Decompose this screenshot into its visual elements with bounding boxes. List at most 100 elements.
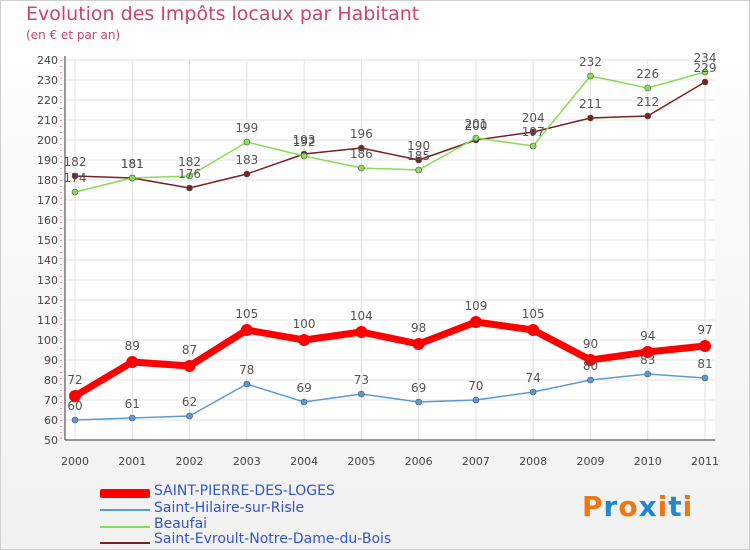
data-point	[644, 112, 652, 120]
data-point	[415, 166, 422, 174]
data-point	[243, 170, 251, 178]
data-label: 199	[235, 121, 258, 135]
x-tick-label: 2009	[576, 455, 604, 468]
data-label: 185	[407, 149, 430, 163]
data-label: 181	[121, 157, 144, 171]
data-point	[71, 188, 79, 196]
data-point	[71, 416, 79, 424]
data-point	[587, 72, 594, 80]
data-label: 74	[526, 371, 541, 385]
y-tick-label: 230	[37, 74, 58, 87]
y-tick-label: 100	[37, 334, 58, 347]
data-label: 232	[579, 55, 602, 69]
data-label: 61	[125, 397, 140, 411]
data-point	[469, 316, 482, 328]
data-label: 211	[579, 97, 602, 111]
data-point	[701, 374, 709, 382]
data-point	[128, 414, 136, 422]
data-label: 174	[64, 171, 87, 185]
data-label: 100	[293, 317, 316, 331]
data-point	[186, 184, 193, 192]
legend-label-1: Saint-Hilaire-sur-Risle	[154, 500, 305, 516]
data-label: 83	[640, 353, 655, 367]
data-label: 89	[125, 339, 140, 353]
data-point	[644, 370, 652, 378]
data-label: 176	[178, 167, 201, 181]
data-point	[126, 356, 139, 368]
y-tick-label: 70	[44, 394, 58, 407]
y-tick-label: 210	[37, 114, 58, 127]
data-point	[355, 326, 368, 338]
x-tick-label: 2005	[347, 455, 375, 468]
x-tick-label: 2008	[519, 455, 547, 468]
data-label: 212	[636, 95, 659, 109]
data-label: 200	[464, 119, 487, 133]
data-label: 196	[350, 127, 373, 141]
data-point	[71, 172, 79, 180]
data-label: 105	[235, 307, 258, 321]
y-tick-label: 80	[44, 374, 58, 387]
data-point	[186, 412, 193, 420]
x-tick-label: 2002	[176, 455, 204, 468]
data-point	[358, 144, 365, 152]
data-label: 94	[640, 329, 655, 343]
logo-letter: r	[603, 490, 619, 523]
x-tick-label: 2001	[118, 455, 146, 468]
data-point	[298, 334, 311, 346]
data-label: 193	[293, 133, 316, 147]
data-point	[641, 346, 654, 358]
data-label: 104	[350, 309, 373, 323]
data-point	[243, 138, 251, 146]
data-point	[358, 390, 365, 398]
data-label: 97	[697, 323, 712, 337]
data-point	[472, 396, 480, 404]
x-tick-label: 2011	[691, 455, 719, 468]
series-line	[74, 81, 706, 189]
data-label: 197	[522, 125, 545, 139]
y-tick-label: 140	[37, 254, 58, 267]
y-tick-label: 200	[37, 134, 58, 147]
x-tick-label: 2000	[61, 455, 89, 468]
series-0	[69, 316, 711, 402]
data-point	[699, 340, 711, 352]
logo-letter: x	[638, 490, 658, 523]
data-label: 183	[235, 153, 258, 167]
x-tick-label: 2006	[405, 455, 433, 468]
proxiti-logo: Proxiti	[582, 490, 693, 523]
data-label: 73	[354, 373, 369, 387]
y-tick-label: 120	[37, 294, 58, 307]
data-point	[701, 78, 709, 86]
data-point	[186, 172, 193, 180]
data-label: 190	[407, 139, 430, 153]
data-label: 98	[411, 321, 426, 335]
data-point	[587, 114, 594, 122]
logo-letter: t	[668, 490, 683, 523]
data-label: 69	[411, 381, 426, 395]
data-label: 109	[464, 299, 487, 313]
series-line	[74, 71, 706, 193]
legend-swatch-2	[100, 526, 150, 528]
y-tick-label: 180	[37, 174, 58, 187]
legend-label-0: SAINT-PIERRE-DES-LOGES	[154, 483, 335, 499]
data-point	[240, 324, 253, 336]
data-label: 226	[636, 67, 659, 81]
y-tick-label: 220	[37, 94, 58, 107]
logo-letter: i	[682, 490, 694, 523]
data-point	[69, 390, 81, 402]
y-tick-label: 240	[37, 54, 58, 67]
data-label: 87	[182, 343, 197, 357]
data-point	[415, 156, 422, 164]
data-point	[529, 128, 537, 136]
data-label: 204	[522, 111, 545, 125]
data-label: 192	[293, 135, 316, 149]
data-point	[412, 338, 425, 350]
data-label: 60	[67, 399, 82, 413]
y-tick-label: 190	[37, 154, 58, 167]
series-2	[71, 68, 709, 196]
data-point	[529, 142, 537, 150]
data-point	[527, 324, 540, 336]
legend-label-3: Saint-Evroult-Notre-Dame-du-Bois	[154, 531, 392, 547]
data-label: 201	[464, 117, 487, 131]
legend-swatch-0	[100, 489, 150, 498]
legend-swatch-3	[100, 542, 150, 544]
